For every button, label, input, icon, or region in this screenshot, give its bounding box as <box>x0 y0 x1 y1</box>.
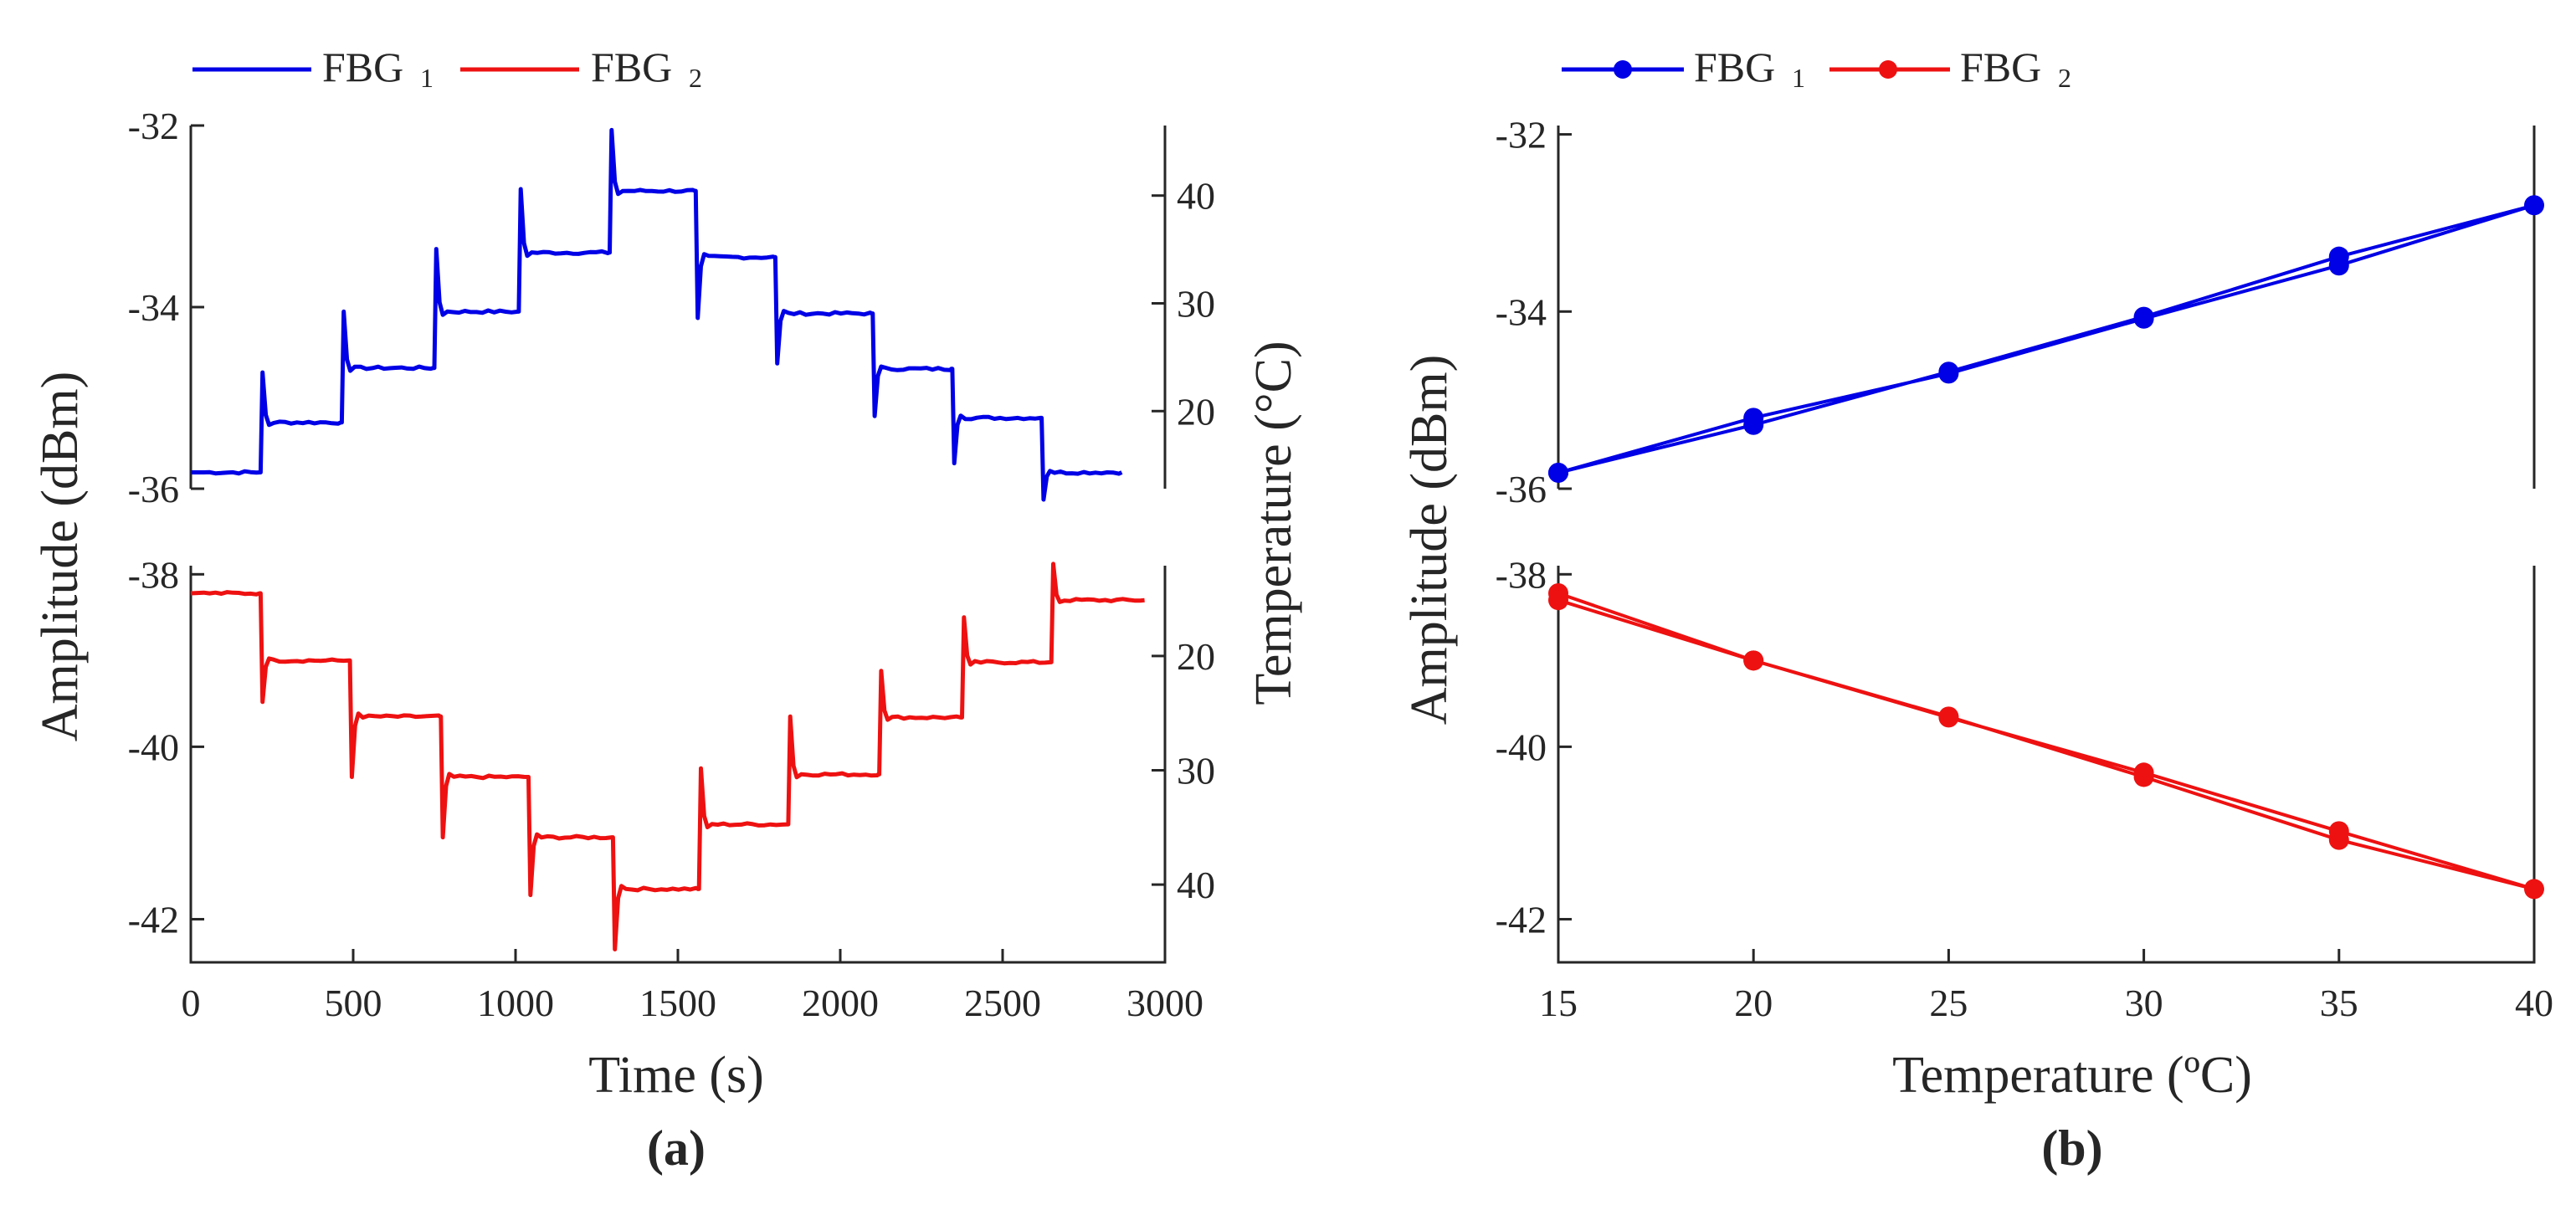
panel-label-a: (a) <box>647 1120 706 1176</box>
chart-b-fbg2-series <box>1557 592 2536 891</box>
chart-b-ylabel: Amplitude (dBm) <box>1401 355 1458 726</box>
chart-b-fbg1-series <box>1557 203 2536 474</box>
chart-b-x-tick-label-0: 15 <box>1539 982 1578 1024</box>
chart-b-x-tick-label-3: 30 <box>2125 982 2163 1024</box>
chart-b-fbg1-point-10 <box>1548 462 1568 483</box>
chart-b: -36 -34 -32 -42 -40 -38 15 20 25 30 35 40 Amplitu… <box>1401 114 2553 1176</box>
chart-a-bottom-axes: -42 -40 -38 20 30 40 0 500 1000 1500 2000 2500 300… <box>128 553 1215 1024</box>
chart-b-fbg1-point-5 <box>2524 195 2544 216</box>
chart-b-top-axes: -36 -34 -32 <box>1496 114 2544 510</box>
legend-b-fbg1-sub: 1 <box>1792 63 1805 93</box>
chart-a-bot-y-tick-label-0: -42 <box>128 898 179 941</box>
chart-a-top-frame <box>189 126 1167 489</box>
chart-a-top-ry-tick-label-1: 30 <box>1177 282 1215 325</box>
chart-a-top-ry-tick-label-0: 20 <box>1177 390 1215 433</box>
chart-a-x-tick-label-5: 2500 <box>964 982 1041 1024</box>
chart-a-x-tick-label-2: 1000 <box>477 982 554 1024</box>
chart-a-bot-y-tick-label-2: -38 <box>128 553 179 596</box>
chart-b-bot-y-tick-label-1: -40 <box>1496 726 1547 768</box>
chart-a-top-y-tick-label-2: -32 <box>128 105 179 147</box>
chart-b-fbg2-point-6 <box>2328 821 2349 842</box>
legend-b-fbg2-marker <box>1879 60 1897 79</box>
chart-a-x-tick-label-4: 2000 <box>802 982 879 1024</box>
chart-b-fbg1-point-7 <box>2133 308 2154 329</box>
chart-b-fbg2-point-10 <box>1548 590 1568 611</box>
chart-a-x-tick-label-3: 1500 <box>639 982 716 1024</box>
chart-a-bottom-frame <box>189 566 1167 964</box>
legend-b: FBG 1 FBG 2 <box>1562 44 2071 93</box>
chart-b-fbg1-point-8 <box>1938 363 1959 384</box>
chart-a-bot-ry-tick-label-0: 20 <box>1177 635 1215 678</box>
chart-b-xlabel: Temperature (ºC) <box>1892 1047 2252 1104</box>
legend-b-fbg2-text: FBG <box>1960 44 2041 90</box>
chart-b-fbg1-point-9 <box>1743 408 1764 428</box>
legend-a: FBG 1 FBG 2 <box>192 44 702 93</box>
chart-b-fbg2-point-5 <box>2524 879 2544 900</box>
chart-b-bot-y-tick-label-0: -42 <box>1496 898 1547 941</box>
chart-a-x-tick-label-0: 0 <box>182 982 201 1024</box>
chart-b-bottom-frame <box>1557 566 2536 964</box>
chart-a-top-ry-tick-label-2: 40 <box>1177 175 1215 218</box>
chart-b-top-y-tick-label-1: -34 <box>1496 290 1547 333</box>
chart-a-ylabel-right: Temperature (°C) <box>1245 341 1302 705</box>
legend-a-fbg1-text: FBG <box>322 44 403 90</box>
chart-a-xlabel: Time (s) <box>588 1047 764 1104</box>
chart-b-x-tick-label-2: 25 <box>1929 982 1968 1024</box>
chart-a-top-y-tick-label-0: -36 <box>128 468 179 510</box>
chart-a-top-axes: -36 -34 -32 20 30 40 <box>128 105 1215 510</box>
chart-a-x-tick-label-1: 500 <box>325 982 382 1024</box>
legend-b-fbg2-sub: 2 <box>2058 63 2071 93</box>
legend-a-fbg2-text: FBG <box>591 44 672 90</box>
legend-b-fbg1-marker <box>1614 60 1632 79</box>
chart-b-x-tick-label-1: 20 <box>1734 982 1773 1024</box>
chart-a-x-tick-label-6: 3000 <box>1126 982 1203 1024</box>
chart-b-fbg2-point-8 <box>1938 707 1959 728</box>
chart-b-fbg1-point-6 <box>2328 255 2349 276</box>
legend-b-fbg1-text: FBG <box>1694 44 1775 90</box>
chart-a-top-y-tick-label-1: -34 <box>128 286 179 329</box>
chart-a-bot-ry-tick-label-1: 30 <box>1177 750 1215 792</box>
legend-a-fbg1-sub: 1 <box>420 63 434 93</box>
chart-b-top-y-tick-label-0: -36 <box>1496 468 1547 510</box>
chart-b-bottom-axes: -42 -40 -38 15 20 25 30 35 40 <box>1496 553 2553 1024</box>
chart-a-fbg2-series <box>190 561 1145 951</box>
chart-b-x-tick-label-4: 35 <box>2320 982 2358 1024</box>
chart-b-top-y-tick-label-2: -32 <box>1496 114 1547 156</box>
panel-label-b: (b) <box>2041 1120 2102 1176</box>
chart-a-fbg1-series <box>191 127 1123 502</box>
chart-b-x-tick-label-5: 40 <box>2515 982 2553 1024</box>
chart-b-top-frame <box>1557 126 2536 489</box>
chart-a-ylabel: Amplitude (dBm) <box>32 372 89 742</box>
chart-a-bot-y-tick-label-1: -40 <box>128 726 179 768</box>
chart-b-fbg2-point-9 <box>1743 650 1764 671</box>
chart-a: -36 -34 -32 20 30 40 -42 -40 -38 20 30 40 0 500 10… <box>32 105 1302 1176</box>
chart-b-bot-y-tick-label-2: -38 <box>1496 553 1547 596</box>
chart-a-bot-ry-tick-label-2: 40 <box>1177 864 1215 906</box>
chart-b-fbg2-point-7 <box>2133 762 2154 783</box>
legend-a-fbg2-sub: 2 <box>689 63 702 93</box>
